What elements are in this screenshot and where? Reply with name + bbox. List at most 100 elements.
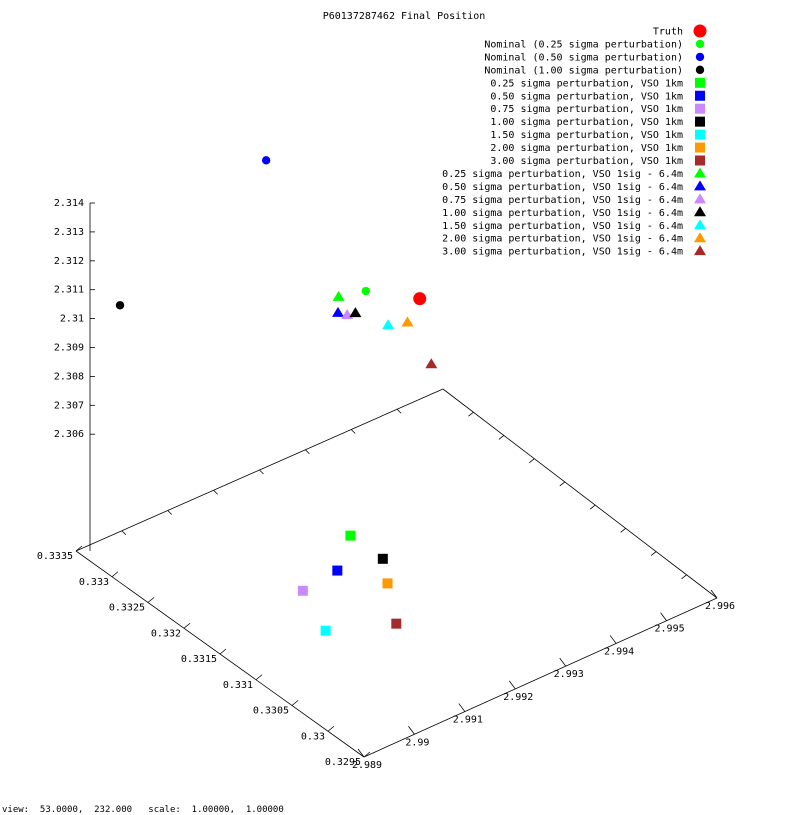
z-tick-label: 2.308 bbox=[54, 371, 84, 382]
x-tick-mark bbox=[508, 680, 516, 690]
y-tick-mark-far bbox=[498, 435, 505, 440]
data-point-triangle bbox=[425, 358, 438, 369]
y-tick-label: 0.331 bbox=[223, 680, 253, 691]
legend-label: Nominal (0.25 sigma perturbation) bbox=[484, 39, 683, 50]
x-tick-mark bbox=[660, 612, 667, 621]
legend-marker bbox=[693, 24, 707, 38]
data-point-square bbox=[382, 578, 393, 589]
x-tick-mark-back bbox=[350, 429, 356, 434]
x-tick-label: 2.991 bbox=[453, 715, 483, 726]
legend-marker bbox=[695, 103, 705, 114]
legend-marker bbox=[694, 219, 706, 230]
legend-label: 0.75 sigma perturbation, VSO 1km bbox=[490, 104, 683, 115]
legend-label: 3.00 sigma perturbation, VSO 1sig - 6.4m bbox=[442, 247, 683, 258]
y-tick-mark bbox=[327, 725, 335, 732]
data-point-triangle bbox=[332, 290, 345, 301]
x-tick-label: 2.994 bbox=[604, 646, 634, 657]
legend-label: 2.00 sigma perturbation, VSO 1km bbox=[490, 143, 683, 154]
data-point-circle-large bbox=[413, 292, 427, 306]
legend-marker bbox=[695, 155, 705, 166]
data-point-circle bbox=[261, 156, 271, 165]
data-point-square bbox=[297, 585, 308, 596]
z-tick-label: 2.31 bbox=[60, 314, 84, 325]
legend-marker bbox=[695, 129, 705, 140]
legend-marker bbox=[694, 206, 706, 217]
legend-label: Nominal (1.00 sigma perturbation) bbox=[484, 65, 683, 76]
x-tick-mark-back bbox=[396, 408, 402, 414]
y-tick-mark bbox=[255, 674, 263, 681]
x-tick-mark-back bbox=[167, 510, 173, 515]
view-status-bar: view: 53.0000, 232.000 scale: 1.00000, 1… bbox=[2, 805, 284, 815]
z-tick-label: 2.309 bbox=[54, 343, 84, 354]
y-tick-mark-far bbox=[681, 574, 687, 580]
legend-label: 0.25 sigma perturbation, VSO 1sig - 6.4m bbox=[442, 169, 683, 180]
x-tick-label: 2.996 bbox=[705, 601, 735, 612]
y-tick-mark-far bbox=[529, 458, 535, 463]
legend-label: 0.25 sigma perturbation, VSO 1km bbox=[490, 78, 683, 89]
y-tick-mark-far bbox=[620, 528, 626, 533]
legend-label: Nominal (0.50 sigma perturbation) bbox=[484, 52, 683, 63]
legend-label: 0.75 sigma perturbation, VSO 1sig - 6.4m bbox=[442, 195, 683, 206]
x-tick-mark bbox=[559, 657, 567, 667]
x-tick-mark bbox=[458, 703, 466, 712]
y-tick-label: 0.33 bbox=[301, 731, 325, 742]
data-point-triangle bbox=[331, 306, 344, 317]
data-point-circle bbox=[115, 301, 125, 310]
x-tick-mark-back bbox=[213, 489, 218, 495]
legend-label: 3.00 sigma perturbation, VSO 1km bbox=[490, 156, 683, 167]
x-tick-label: 2.99 bbox=[405, 737, 429, 748]
x-tick-label: 2.995 bbox=[655, 624, 685, 635]
y-tick-mark bbox=[219, 648, 227, 655]
y-tick-mark-far bbox=[589, 504, 596, 510]
legend-label: Truth bbox=[653, 27, 683, 38]
legend-marker bbox=[695, 52, 705, 62]
x-tick-mark-back bbox=[121, 530, 127, 536]
x-tick-label: 2.989 bbox=[352, 760, 382, 771]
legend-marker bbox=[694, 245, 706, 256]
legend-marker bbox=[694, 180, 706, 191]
legend-marker bbox=[694, 232, 706, 243]
legend-marker bbox=[694, 167, 706, 178]
y-tick-mark-far bbox=[468, 411, 474, 417]
legend-label: 1.50 sigma perturbation, VSO 1sig - 6.4m bbox=[442, 221, 683, 232]
data-point-triangle bbox=[349, 307, 362, 318]
legend-label: 0.50 sigma perturbation, VSO 1sig - 6.4m bbox=[442, 182, 683, 193]
legend-marker bbox=[695, 65, 705, 75]
y-tick-mark bbox=[363, 751, 371, 758]
z-tick-label: 2.307 bbox=[54, 400, 84, 411]
y-tick-label: 0.3335 bbox=[37, 551, 73, 562]
z-tick-label: 2.313 bbox=[54, 227, 84, 238]
data-point-triangle bbox=[401, 316, 414, 327]
z-tick-label: 2.311 bbox=[54, 285, 84, 296]
x-tick-label: 2.993 bbox=[554, 669, 584, 680]
legend-marker bbox=[695, 116, 705, 127]
z-tick-label: 2.314 bbox=[54, 198, 84, 209]
legend-label: 2.00 sigma perturbation, VSO 1sig - 6.4m bbox=[442, 234, 683, 245]
base-edge-far bbox=[442, 388, 718, 599]
data-point-square bbox=[345, 530, 356, 541]
data-point-square bbox=[377, 553, 388, 564]
data-point-square bbox=[391, 618, 402, 629]
y-tick-label: 0.3305 bbox=[253, 706, 289, 717]
z-tick-label: 2.312 bbox=[54, 256, 84, 267]
y-tick-mark bbox=[111, 571, 119, 578]
legend-marker bbox=[695, 77, 705, 88]
x-tick-mark bbox=[710, 589, 718, 599]
y-tick-mark bbox=[291, 700, 299, 706]
tick-labels: 2.306 2.307 2.308 2.309 2.31 2.311 2.312 2.313 2… bbox=[37, 198, 735, 771]
x-axis-line bbox=[363, 597, 718, 758]
z-tick-label: 2.306 bbox=[54, 429, 84, 440]
legend-label: 0.50 sigma perturbation, VSO 1km bbox=[490, 91, 683, 102]
legend-marker bbox=[695, 39, 705, 49]
y-tick-label: 0.3315 bbox=[181, 654, 217, 665]
y-tick-mark-far bbox=[559, 481, 566, 487]
y-tick-label: 0.3325 bbox=[109, 603, 145, 614]
x-tick-mark-back bbox=[259, 469, 264, 475]
chart-title: P60137287462 Final Position bbox=[323, 11, 486, 22]
legend-label: 1.00 sigma perturbation, VSO 1sig - 6.4m bbox=[442, 208, 683, 219]
y-tick-mark bbox=[183, 622, 191, 629]
y-tick-label: 0.333 bbox=[79, 577, 109, 588]
data-point-square bbox=[320, 625, 331, 636]
data-point-triangle bbox=[382, 319, 395, 330]
y-tick-mark-far bbox=[650, 551, 657, 556]
